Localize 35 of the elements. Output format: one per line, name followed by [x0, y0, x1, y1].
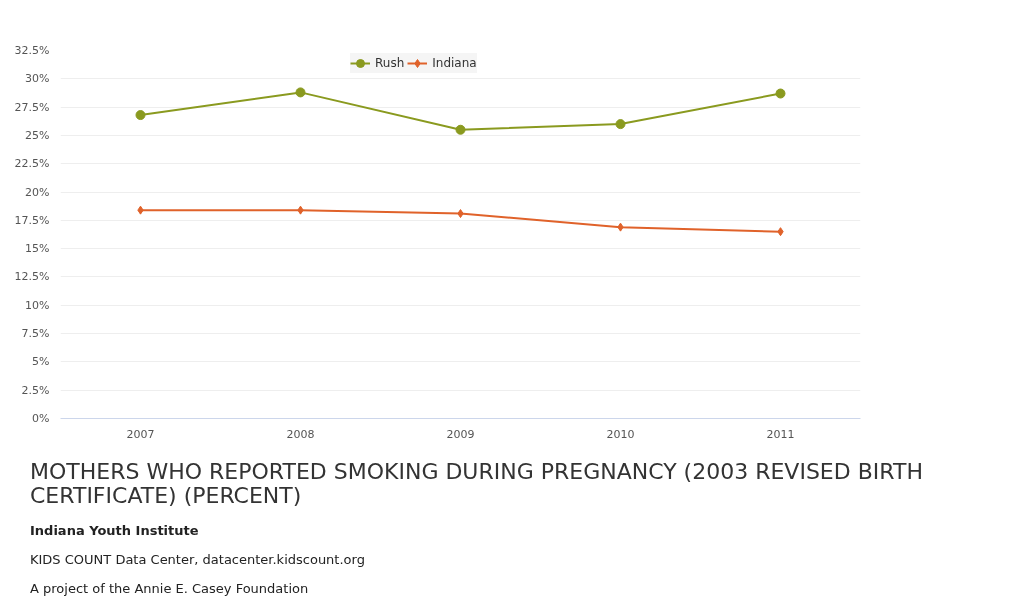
y-tick-label: 10%	[25, 298, 50, 312]
text: MOTHERS WHO REPORTED SMOKING DURING PREGNANCY (2003 REVISED BIRTH CERTIFICATE) (PERCENT)	[30, 459, 924, 509]
y-tick-label: 5%	[32, 355, 50, 369]
legend-label: Rush	[375, 56, 405, 70]
point	[617, 222, 624, 232]
y-tick-label: 32.5%	[14, 44, 50, 57]
y-tick-label: 20%	[25, 185, 50, 199]
legend-label: Indiana	[432, 56, 477, 70]
y-tick-label: 17.5%	[14, 213, 50, 227]
point	[137, 205, 144, 215]
y-tick-label: 7.5%	[21, 327, 50, 341]
y-tick-label: 0%	[32, 412, 50, 425]
point	[777, 227, 784, 237]
point	[615, 119, 626, 130]
y-tick-label: 27.5%	[14, 100, 50, 114]
y-tick-label: 15%	[25, 242, 50, 256]
text: Indiana Youth Institute	[30, 522, 199, 541]
x-tick-label: 2009	[446, 427, 475, 441]
text: KIDS COUNT Data Center, datacenter.kidscount.org	[30, 550, 365, 569]
point	[297, 205, 304, 215]
y-tick-label: 25%	[25, 128, 50, 142]
text: A project of the Annie E. Casey Foundation	[30, 579, 309, 598]
y-tick-label: 30%	[25, 72, 50, 86]
point	[455, 124, 466, 135]
point	[457, 209, 464, 219]
point	[135, 110, 146, 121]
y-tick-label: 22.5%	[14, 157, 50, 171]
x-tick-label: 2008	[286, 427, 315, 441]
x-tick-label: 2011	[766, 427, 795, 441]
point	[775, 88, 786, 99]
point	[295, 87, 306, 98]
y-tick-label: 2.5%	[21, 383, 50, 397]
x-tick-label: 2010	[606, 427, 635, 441]
y-tick-label: 12.5%	[14, 270, 50, 284]
x-tick-label: 2007	[126, 427, 155, 441]
